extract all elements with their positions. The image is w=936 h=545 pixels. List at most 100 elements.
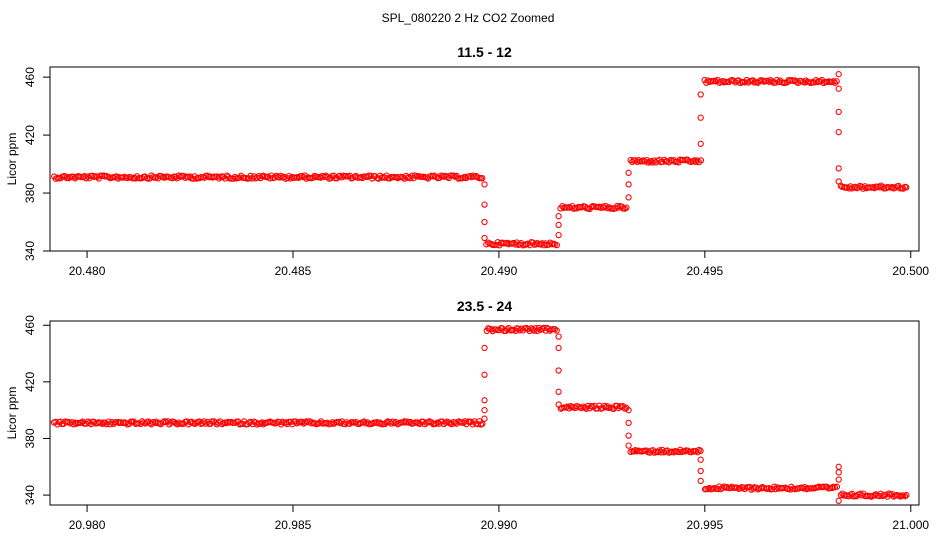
data-point [62,173,69,180]
data-point [175,172,182,179]
data-point [481,344,488,352]
data-point [481,181,488,188]
x-tick-label: 20.495 [686,264,723,278]
data-point [835,178,842,185]
data-point [555,333,562,340]
data-point [169,175,176,182]
data-point [831,79,839,86]
data-point [900,185,907,192]
data-point [625,169,632,176]
data-point [108,419,116,426]
x-tick-label: 20.500 [892,264,929,278]
data-point [835,476,842,483]
y-tick-label: 340 [23,241,37,261]
data-point [901,493,909,500]
data-series [51,71,910,249]
data-point [716,79,723,86]
y-tick-label: 460 [23,315,37,335]
y-tick-label: 420 [23,125,37,145]
x-tick-label: 21.000 [892,518,929,532]
y-tick-label: 380 [23,183,37,203]
data-point [602,404,610,411]
data-point [803,486,810,493]
x-tick-label: 20.985 [275,518,312,532]
panel-1: 11.5 - 12 20.480 20.485 20.490 20.495 20.500 3… [5,44,929,278]
data-point [555,231,562,239]
data-point [694,157,701,164]
data-point [835,85,842,92]
data-point [635,156,642,164]
data-point [481,397,488,404]
data-point [766,78,773,85]
data-point [337,419,344,427]
data-point [625,419,632,427]
data-point [903,184,910,191]
y-axis-label: Licor ppm [5,387,19,440]
data-point [625,432,632,439]
data-point [479,420,486,427]
data-point [481,415,488,422]
data-point [830,78,837,85]
panel-2: 23.5 - 24 20.980 20.985 20.990 20.995 21.000 3… [5,298,929,532]
y-tick-label: 460 [23,67,37,87]
data-point [329,419,336,426]
data-point [876,184,883,191]
data-point [555,213,562,220]
data-point [208,418,216,425]
data-point [310,174,317,181]
data-point [277,172,285,180]
data-point [481,371,488,378]
data-point [835,108,842,116]
data-point [481,218,488,226]
data-point [697,114,704,121]
data-point [857,490,864,497]
x-tick-label: 20.980 [69,518,106,532]
data-series [50,324,910,504]
data-point [442,419,449,426]
plot-frame [49,66,920,252]
data-point [719,77,726,85]
data-point [885,490,893,497]
data-point [555,388,562,395]
data-point [481,407,488,414]
data-point [833,78,840,85]
data-point [833,483,841,490]
data-point [641,447,648,454]
data-point [835,165,842,172]
data-point [835,497,842,504]
data-point [301,172,309,179]
data-point [697,456,704,463]
data-point [359,419,367,426]
x-tick-label: 20.990 [481,518,518,532]
data-point [670,449,677,456]
data-point [555,367,562,374]
x-tick-label: 20.490 [481,264,518,278]
figure-supertitle: SPL_080220 2 Hz CO2 Zoomed [382,11,555,25]
data-point [481,201,488,208]
data-point [903,492,910,499]
data-point [756,78,763,85]
plot-panels: 11.5 - 12 20.480 20.485 20.490 20.495 20.500 3… [5,44,929,532]
data-point [697,157,705,164]
data-point [65,418,72,426]
panel-title: 11.5 - 12 [457,44,512,60]
data-point [494,239,501,246]
data-point [837,491,845,499]
data-point [625,442,632,449]
x-tick-label: 20.480 [69,264,106,278]
y-axis-label: Licor ppm [5,133,19,186]
data-point [835,129,842,136]
data-point [604,402,611,410]
data-point [553,241,560,249]
data-point [625,194,632,201]
y-tick-label: 380 [23,428,37,448]
data-point [697,447,704,455]
data-point [697,467,704,475]
data-point [153,418,160,425]
data-point [391,420,398,427]
data-point [835,463,842,470]
data-point [481,234,488,242]
data-point [99,420,106,427]
data-point [625,181,632,188]
